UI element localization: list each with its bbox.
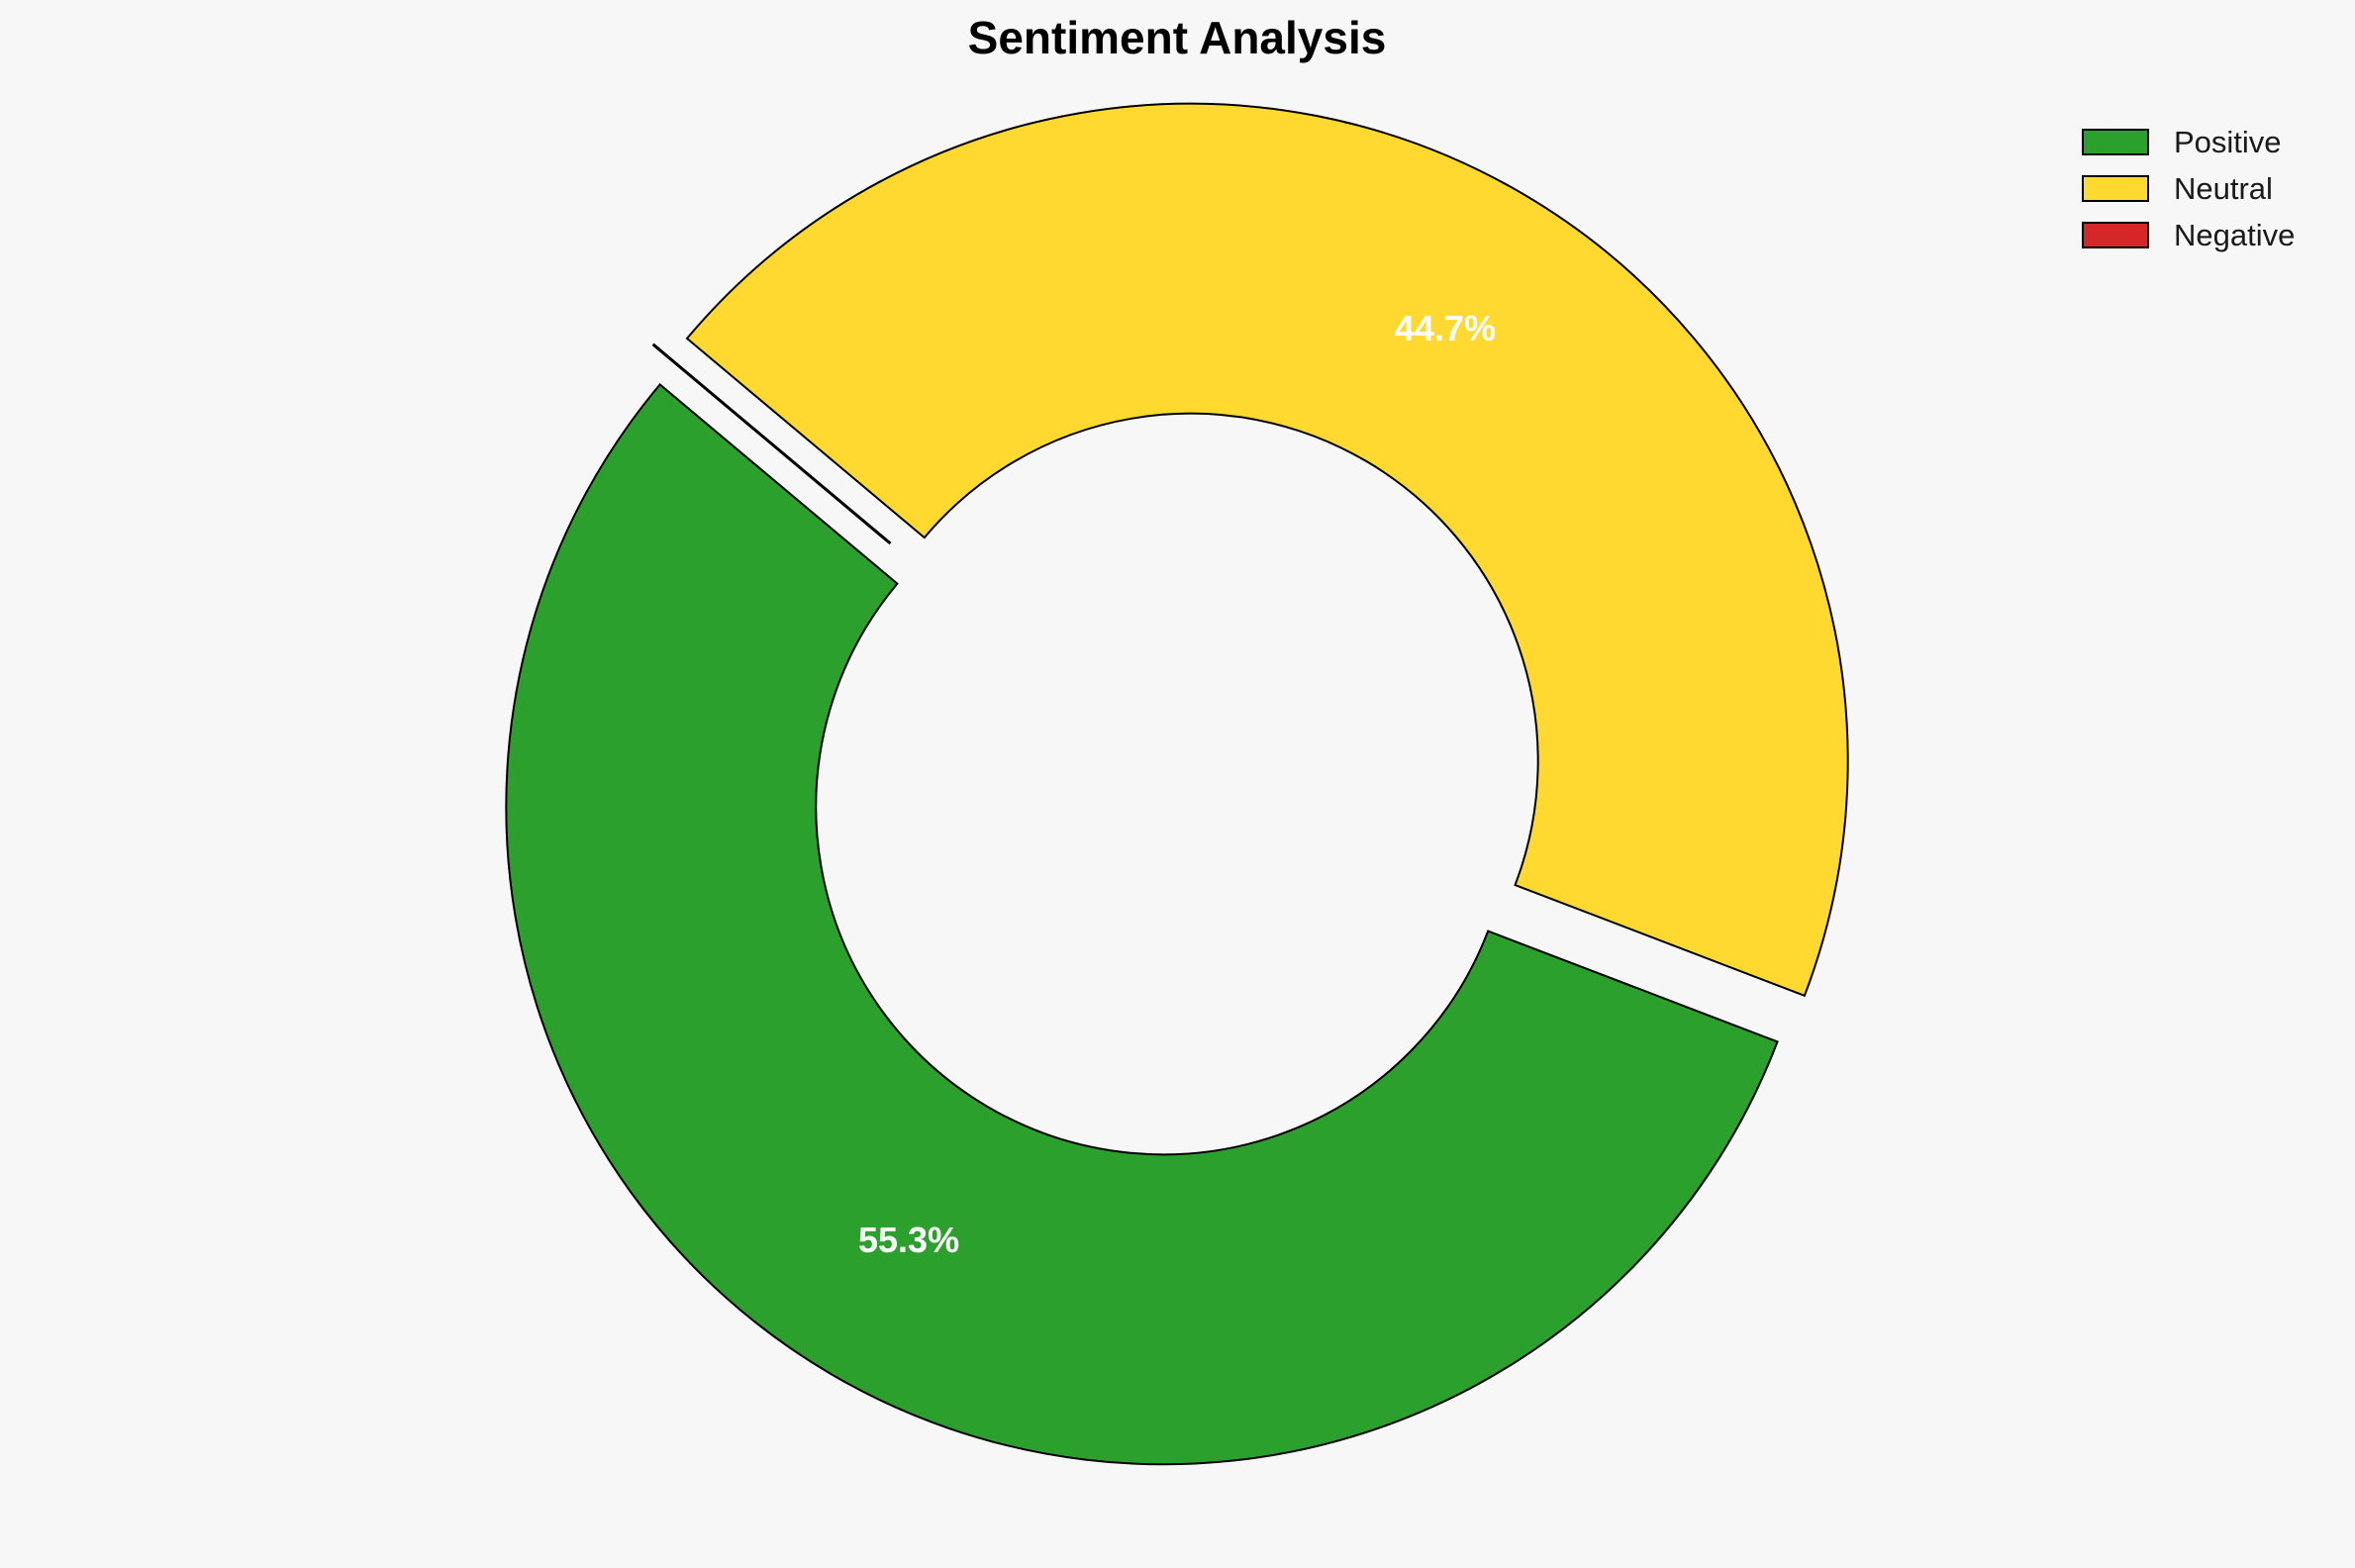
- chart-title: Sentiment Analysis: [968, 12, 1387, 63]
- donut-slices: [505, 102, 1849, 1466]
- slice-neutral: [685, 102, 1849, 998]
- slice-negative: [651, 343, 892, 545]
- legend-swatch-neutral: [2082, 175, 2149, 202]
- legend: Positive Neutral Negative: [2082, 125, 2295, 252]
- legend-swatch-negative: [2082, 222, 2149, 248]
- legend-swatch-positive: [2082, 129, 2149, 155]
- legend-item-negative: Negative: [2082, 218, 2295, 252]
- legend-item-neutral: Neutral: [2082, 171, 2273, 206]
- slice-positive: [505, 383, 1779, 1466]
- legend-item-positive: Positive: [2082, 125, 2282, 159]
- slice-label-neutral: 44.7%: [1395, 308, 1496, 348]
- legend-label-neutral: Neutral: [2174, 171, 2273, 206]
- slice-labels: 55.3% 44.7%: [858, 308, 1496, 1260]
- legend-label-negative: Negative: [2174, 218, 2295, 252]
- slice-label-positive: 55.3%: [858, 1220, 959, 1260]
- legend-label-positive: Positive: [2174, 125, 2282, 159]
